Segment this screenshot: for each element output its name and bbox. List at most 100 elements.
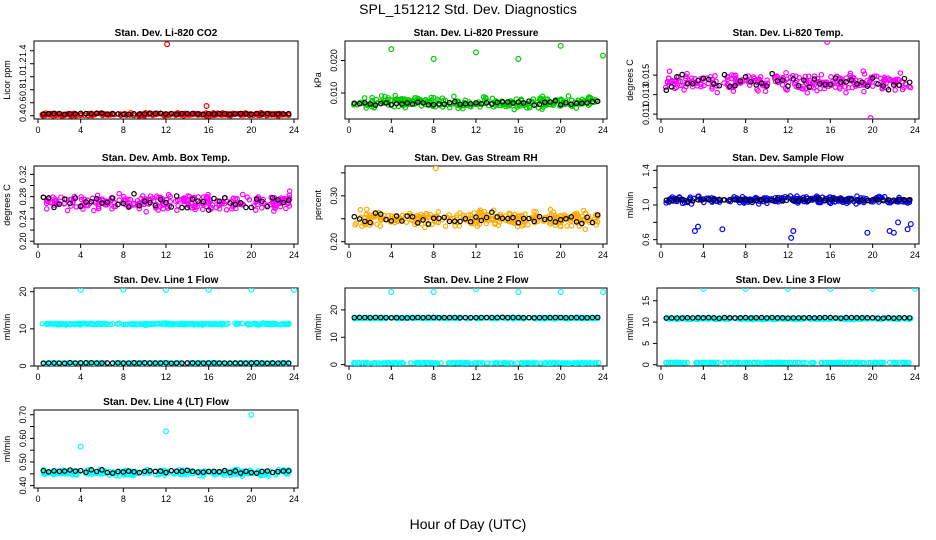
data-point <box>393 213 400 219</box>
data-point <box>735 197 741 203</box>
data-point <box>779 198 786 204</box>
data-point <box>125 196 131 203</box>
data-point <box>827 196 834 203</box>
data-point <box>848 77 855 83</box>
data-point <box>64 207 71 214</box>
data-point <box>399 101 405 107</box>
data-point <box>270 197 276 203</box>
x-tick-label: 16 <box>204 250 214 260</box>
data-point <box>492 360 499 366</box>
data-point <box>109 470 116 476</box>
data-point <box>689 81 696 87</box>
data-point <box>221 360 228 366</box>
x-tick-label: 0 <box>35 372 40 382</box>
data-point <box>848 314 855 321</box>
data-point <box>762 88 769 95</box>
x-tick-label: 12 <box>161 125 171 135</box>
data-point <box>163 428 170 435</box>
data-point <box>504 314 511 321</box>
data-point <box>120 111 127 118</box>
data-point <box>155 207 162 213</box>
data-point <box>216 468 223 475</box>
data-point <box>674 197 680 203</box>
data-point <box>550 360 557 366</box>
data-point <box>126 471 133 478</box>
panel-2: Stan. Dev. Li-820 Pressure kPa 0 4 8 12 16 20 24… <box>313 28 608 135</box>
data-point <box>414 314 421 321</box>
data-point <box>414 220 421 226</box>
data-point <box>399 218 405 224</box>
data-point <box>788 359 794 366</box>
data-point <box>822 197 828 204</box>
data-point <box>410 98 416 104</box>
data-point <box>869 75 876 81</box>
data-point <box>212 471 218 478</box>
data-point <box>531 218 538 225</box>
data-point <box>844 359 850 366</box>
data-point <box>861 88 867 95</box>
x-tick-label: 8 <box>121 372 126 382</box>
data-point <box>88 110 95 117</box>
data-point <box>592 218 599 225</box>
data-point <box>452 314 458 321</box>
data-point <box>495 360 501 366</box>
data-point <box>93 110 100 117</box>
data-point <box>891 82 897 88</box>
data-point <box>115 111 121 117</box>
data-point <box>753 314 760 321</box>
data-point <box>275 197 281 203</box>
x-tick-label: 4 <box>78 372 83 382</box>
data-point <box>711 315 717 321</box>
data-point <box>473 219 480 225</box>
data-point <box>489 101 495 107</box>
data-point <box>764 77 770 83</box>
panel-title: Stan. Dev. Amb. Box Temp. <box>102 153 230 164</box>
data-point <box>896 315 902 321</box>
series-points <box>350 42 606 113</box>
data-point <box>730 88 737 94</box>
data-point <box>524 222 531 228</box>
data-point <box>515 289 522 296</box>
data-point <box>663 315 670 321</box>
data-point <box>184 110 191 117</box>
data-point <box>801 77 807 83</box>
data-point <box>531 208 537 215</box>
data-point <box>467 314 474 321</box>
data-point <box>77 467 84 474</box>
panel-title: Stan. Dev. Line 3 Flow <box>736 275 841 286</box>
data-point <box>695 197 701 203</box>
data-point <box>891 197 897 203</box>
data-point <box>150 111 156 118</box>
data-point <box>662 84 669 91</box>
data-point <box>584 100 590 106</box>
y-tick-label: 0.24 <box>18 210 28 228</box>
x-tick-label: 0 <box>658 125 663 135</box>
data-point <box>115 360 121 366</box>
x-tick-label: 12 <box>471 250 481 260</box>
data-point <box>163 469 169 476</box>
data-point <box>547 215 553 222</box>
data-point <box>195 198 201 204</box>
x-tick-label: 20 <box>246 125 256 135</box>
data-point <box>369 94 375 101</box>
y-tick-label: 0.011 <box>641 103 651 125</box>
panel-title: Stan. Dev. Line 1 Flow <box>114 275 219 286</box>
data-point <box>541 216 548 223</box>
data-point <box>701 82 707 89</box>
panel-8: Stan. Dev. Line 2 Flow ml/min 0 4 8 12 16 20 24 0… <box>313 275 608 382</box>
data-point <box>861 71 868 77</box>
data-point <box>232 196 239 202</box>
data-point <box>67 200 73 207</box>
data-point <box>216 198 223 205</box>
data-point <box>51 204 57 211</box>
data-point <box>451 93 457 100</box>
data-point <box>589 219 596 226</box>
data-point <box>534 218 541 225</box>
y-tick-label: 0.013 <box>641 83 651 106</box>
data-point <box>85 321 92 327</box>
data-point <box>518 314 525 321</box>
data-point <box>875 197 881 203</box>
data-point <box>77 203 84 210</box>
data-point <box>221 200 228 207</box>
data-point <box>147 199 153 206</box>
